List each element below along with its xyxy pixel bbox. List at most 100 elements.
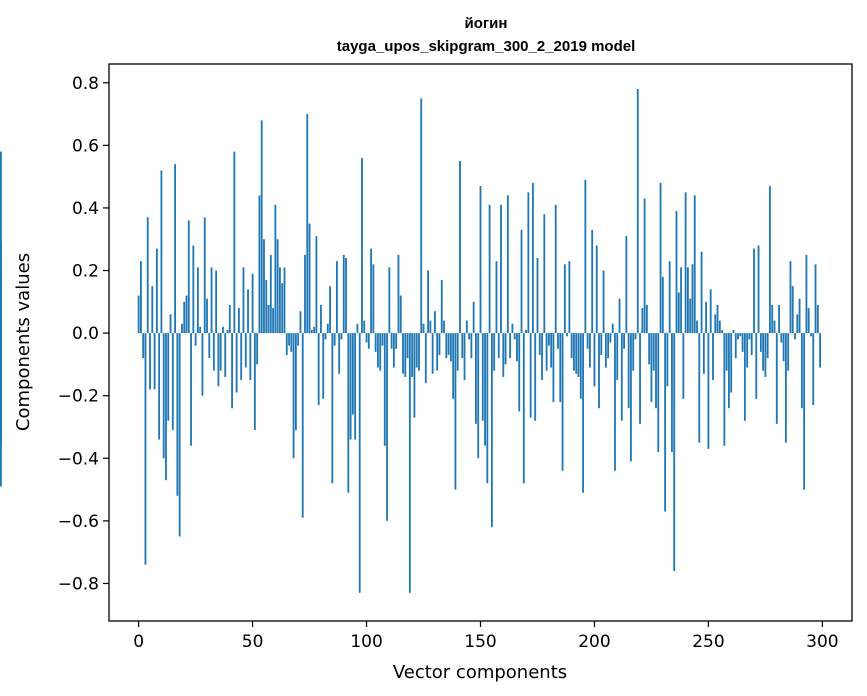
bar-193 [577,333,580,377]
bar-237 [677,292,680,334]
bar-185 [559,333,562,402]
bar-174 [534,333,537,421]
bar-148 [475,333,477,424]
bar-180 [547,333,550,346]
bar-106 [379,333,382,371]
bar-157 [495,261,498,334]
bar-67 [290,333,293,352]
bar-175 [536,258,539,334]
bar-80 [320,304,322,334]
bar-184 [557,333,559,349]
bar-158 [497,333,500,359]
bar-162 [506,195,509,334]
bar-195 [582,333,584,493]
bar-235 [673,333,676,571]
bar-288 [794,333,796,340]
bar-152 [484,333,486,446]
bar-201 [595,245,598,334]
bar-18 [178,333,181,537]
bar-141 [459,161,461,334]
bar-127 [427,270,429,334]
bar-125 [422,323,425,334]
bar-139 [454,333,457,490]
y-tick-label: 0.6 [72,136,99,156]
bar-159 [500,204,502,334]
bar-123 [418,333,420,371]
bar-233 [668,261,671,334]
bar-19 [181,323,183,334]
bar-103 [372,264,375,334]
bar-90 [342,254,345,334]
bar-284 [784,333,787,443]
bar-10 [160,170,163,334]
bar-53 [258,195,261,334]
bar-105 [377,333,379,368]
bar-282 [780,333,783,343]
bar-164 [511,323,514,334]
x-ticks-group: 0 50 100 150 200 250 300 [133,621,839,652]
bar-263 [737,333,739,340]
bar-200 [593,333,596,387]
bar-11 [162,333,165,459]
x-tick-label: 100 [350,632,382,652]
y-axis-label: Components values [13,253,34,431]
bar-64 [283,267,286,334]
bar-286 [789,261,792,334]
bar-242 [689,298,692,334]
bar-245 [696,320,698,334]
bar-269 [750,333,753,356]
bar-254 [716,304,719,334]
bar-259 [728,333,730,409]
bar-239 [682,333,685,399]
bar-22 [187,220,190,334]
bar-75 [308,223,311,334]
bar-4 [146,217,149,334]
bar-234 [671,333,673,453]
chart-title: йогин [465,15,508,32]
bar-65 [285,333,288,356]
bar-88 [338,333,341,374]
bar-219 [636,89,639,334]
bar-77 [313,326,316,334]
bar-211 [618,298,621,334]
y-tick-label: −0.4 [58,449,99,469]
y-tick-label: 0.2 [72,262,99,282]
bar-1 [140,261,142,334]
bar-60 [274,204,277,334]
bar-179 [545,333,548,371]
bar-243 [691,264,694,334]
y-tick-label: 0.8 [72,74,99,94]
bar-89 [340,333,343,340]
chart-subtitle: tayga_upos_skipgram_300_2_2019 model [337,38,636,55]
bar-118 [406,333,409,359]
bar-209 [614,333,616,471]
bar-277 [769,186,771,334]
bar-267 [746,333,749,368]
bar-228 [657,333,660,453]
bar-212 [620,333,623,421]
bar-213 [623,333,625,349]
bar-147 [472,301,475,334]
bar-115 [399,295,402,334]
bar-218 [634,333,637,340]
bar-47 [244,333,247,368]
bar-220 [639,333,641,424]
bar-230 [661,276,664,334]
bar-250 [707,333,710,449]
bar-274 [762,333,765,371]
bar-33 [212,333,215,371]
bar-72 [301,333,304,518]
bar-133 [440,279,443,334]
bar-207 [609,333,612,343]
bar-169 [522,333,525,484]
bar-7 [153,333,156,390]
bar-183 [554,204,557,334]
bar-59 [272,308,275,334]
bar-241 [686,267,689,334]
bar-182 [552,333,555,402]
bar-15 [171,333,174,431]
bar-283 [782,333,785,362]
bar-187 [563,264,566,334]
bar-130 [434,311,436,334]
bar-91 [345,258,347,334]
